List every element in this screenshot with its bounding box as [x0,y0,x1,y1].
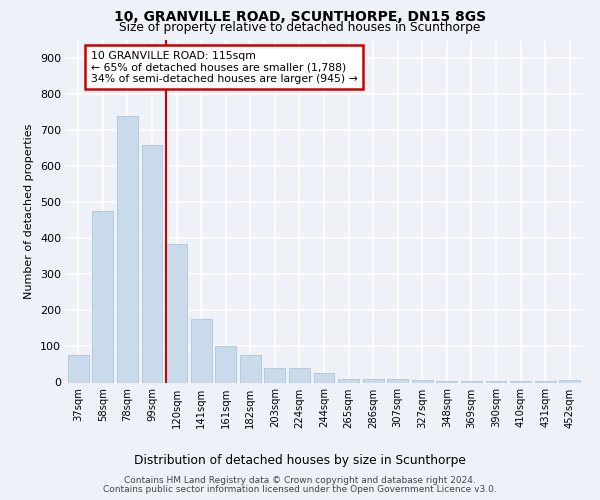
Bar [412,380,433,382]
Bar [362,379,383,382]
Text: Size of property relative to detached houses in Scunthorpe: Size of property relative to detached ho… [119,21,481,34]
Bar [314,374,334,382]
Bar [461,380,482,382]
Text: 10, GRANVILLE ROAD, SCUNTHORPE, DN15 8GS: 10, GRANVILLE ROAD, SCUNTHORPE, DN15 8GS [114,10,486,24]
Text: Contains HM Land Registry data © Crown copyright and database right 2024.: Contains HM Land Registry data © Crown c… [124,476,476,485]
Bar [485,380,506,382]
Bar [117,116,138,382]
Bar [510,380,531,382]
Bar [215,346,236,382]
Bar [68,356,89,382]
Bar [166,244,187,382]
Bar [436,380,457,382]
Bar [142,144,163,382]
Bar [289,368,310,382]
Bar [338,379,359,382]
Bar [240,356,261,382]
Bar [559,380,580,382]
Text: 10 GRANVILLE ROAD: 115sqm
← 65% of detached houses are smaller (1,788)
34% of se: 10 GRANVILLE ROAD: 115sqm ← 65% of detac… [91,51,358,84]
Bar [535,380,556,382]
Bar [387,379,408,382]
Text: Distribution of detached houses by size in Scunthorpe: Distribution of detached houses by size … [134,454,466,467]
Text: Contains public sector information licensed under the Open Government Licence v3: Contains public sector information licen… [103,485,497,494]
Y-axis label: Number of detached properties: Number of detached properties [25,124,34,299]
Bar [92,211,113,382]
Bar [265,368,286,382]
Bar [191,320,212,382]
